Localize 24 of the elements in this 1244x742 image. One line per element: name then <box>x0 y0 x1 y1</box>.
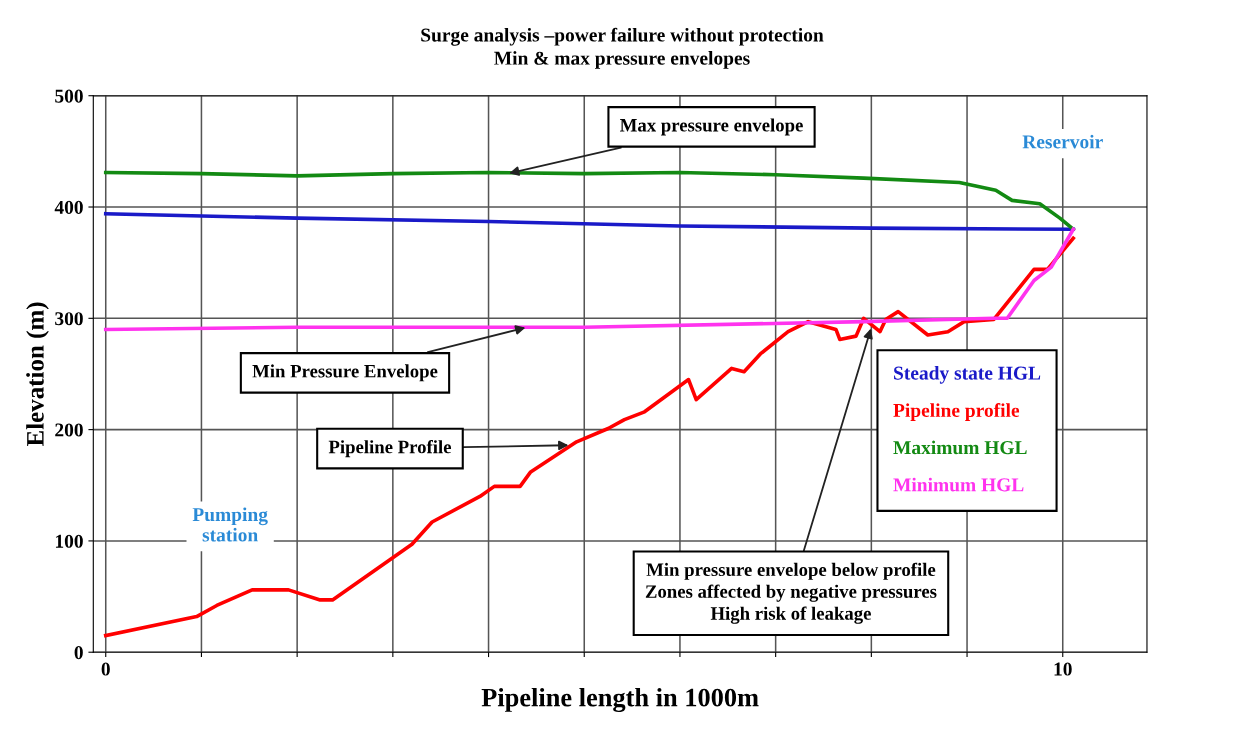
x-axis-title: Pipeline length in 1000m <box>481 687 759 713</box>
y-tick-label: 100 <box>55 534 83 548</box>
annotation: Pipeline Profile <box>328 439 452 458</box>
y-tick-label: 500 <box>55 89 83 103</box>
y-axis-title: Elevation (m) <box>26 302 49 447</box>
annotation: Max pressure envelope <box>620 118 803 136</box>
y-tick-label: 400 <box>54 200 83 214</box>
text: Steady state HGL <box>894 365 1041 384</box>
x-tick-label: 10 <box>1054 662 1072 676</box>
line-series <box>103 211 1076 232</box>
y-tick-label: 0 <box>74 646 83 660</box>
annotation: Min pressure envelope below profile Zones affected by negative pressures High risk of leakage <box>645 562 937 624</box>
chart-title: Surge analysis –power failure without protection Min & max pressure envelopes <box>421 27 824 69</box>
text: Pipeline profile <box>893 403 1020 421</box>
line-series <box>103 170 1076 232</box>
y-tick-label: 200 <box>55 423 83 437</box>
text: Minimum HGL <box>893 477 1024 492</box>
line-series <box>103 236 1076 638</box>
text: Maximum HGL <box>893 440 1027 455</box>
line-series <box>103 227 1076 332</box>
annotation: Pumping station <box>192 507 268 542</box>
annotation: Min Pressure Envelope <box>252 364 438 382</box>
y-tick-label: 300 <box>55 312 83 326</box>
annotation: Reservoir <box>1022 134 1103 149</box>
